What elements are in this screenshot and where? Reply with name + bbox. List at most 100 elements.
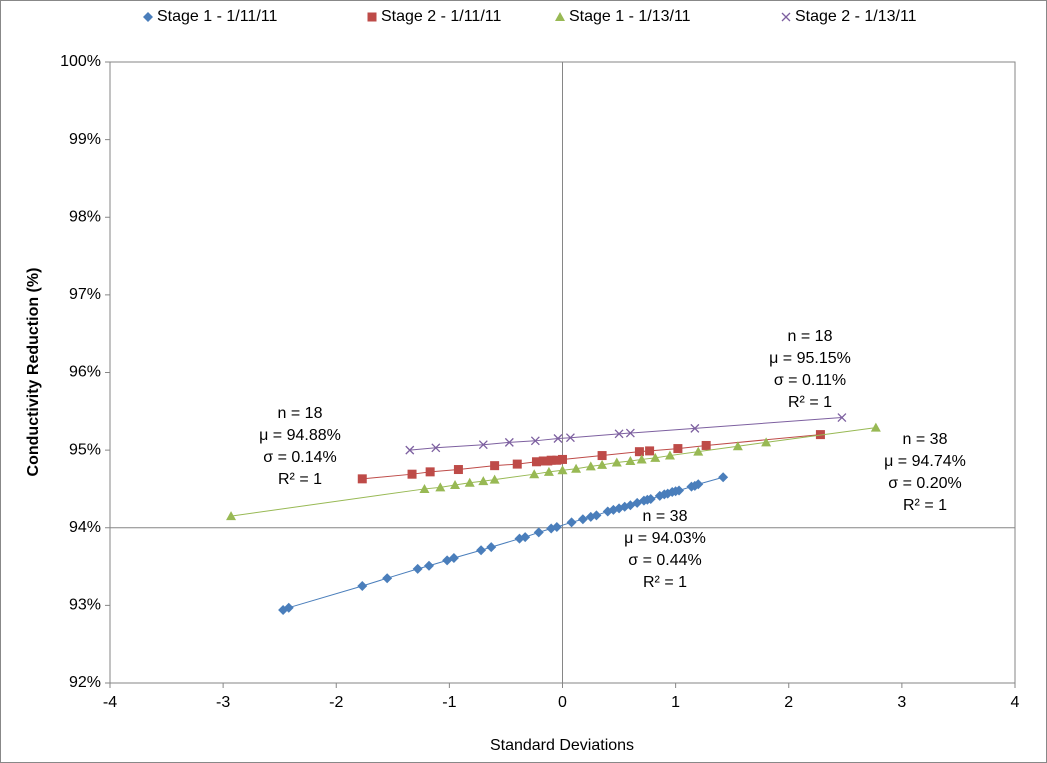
point: [419, 483, 430, 493]
x-tick-label: 1: [671, 694, 680, 711]
y-tick-label: 92%: [69, 674, 101, 691]
y-tick-label: 93%: [69, 597, 101, 614]
point: [566, 517, 577, 528]
y-tick-label: 97%: [69, 286, 101, 303]
legend-label: Stage 1 - 1/11/11: [157, 8, 277, 25]
y-tick-label: 95%: [69, 441, 101, 458]
point: [464, 477, 475, 487]
point: [453, 465, 463, 475]
point: [761, 437, 772, 447]
point: [357, 474, 367, 484]
point: [552, 455, 562, 465]
point: [701, 440, 711, 450]
point: [424, 560, 435, 571]
point: [530, 436, 540, 446]
x-tick-label: 0: [558, 694, 567, 711]
point: [577, 514, 588, 525]
point: [283, 602, 294, 613]
annotation: R² = 1: [278, 471, 322, 488]
annotation: n = 18: [788, 328, 833, 345]
point: [520, 532, 531, 543]
point: [611, 457, 622, 467]
annotation: σ = 0.20%: [888, 475, 961, 492]
point: [597, 459, 608, 469]
x-tick-label: 2: [784, 694, 793, 711]
point: [478, 440, 488, 450]
point: [490, 461, 500, 471]
y-tick-label: 96%: [69, 364, 101, 381]
y-axis-label: Conductivity Reduction (%): [25, 268, 42, 477]
point: [382, 573, 393, 584]
point: [407, 469, 417, 479]
legend-label: Stage 1 - 1/13/11: [569, 8, 691, 25]
point: [555, 12, 565, 21]
point: [636, 454, 647, 464]
point: [693, 446, 704, 456]
point: [546, 455, 556, 465]
x-tick-label: -2: [329, 694, 343, 711]
point: [693, 479, 704, 490]
point: [585, 461, 596, 471]
point: [781, 12, 791, 22]
point: [476, 545, 487, 556]
point: [625, 455, 636, 465]
point: [226, 511, 237, 521]
point: [543, 466, 554, 476]
x-tick-label: -1: [442, 694, 456, 711]
x-tick-label: -4: [103, 694, 117, 711]
point: [557, 465, 568, 475]
annotation: σ = 0.14%: [263, 449, 336, 466]
annotation: n = 38: [903, 431, 948, 448]
annotation: μ = 94.88%: [259, 427, 341, 444]
point: [538, 456, 548, 466]
x-tick-label: 4: [1011, 694, 1020, 711]
point: [478, 476, 489, 486]
point: [591, 510, 602, 521]
point: [405, 445, 415, 455]
point: [718, 472, 729, 483]
trend-line: [230, 427, 876, 517]
point: [645, 494, 656, 505]
point: [837, 413, 847, 422]
point: [597, 451, 607, 461]
point: [486, 542, 497, 553]
annotation: R² = 1: [788, 394, 832, 411]
point: [634, 447, 644, 457]
y-tick-label: 98%: [69, 208, 101, 225]
annotation: R² = 1: [643, 574, 687, 591]
point: [571, 463, 582, 473]
point: [553, 434, 563, 443]
annotation: n = 18: [278, 405, 323, 422]
legend-label: Stage 2 - 1/13/11: [795, 8, 917, 25]
point: [673, 444, 683, 454]
point: [645, 446, 655, 456]
annotation: μ = 95.15%: [769, 350, 851, 367]
point: [431, 443, 441, 453]
annotation: σ = 0.44%: [628, 552, 701, 569]
point: [614, 429, 624, 439]
point: [357, 580, 368, 591]
point: [551, 521, 562, 532]
legend-label: Stage 2 - 1/11/11: [381, 8, 501, 25]
point: [732, 441, 743, 451]
point: [489, 474, 500, 484]
point: [674, 485, 685, 496]
point: [425, 467, 435, 477]
point: [531, 457, 541, 467]
point: [412, 563, 423, 574]
point: [512, 459, 522, 469]
point: [435, 482, 446, 492]
y-tick-label: 94%: [69, 519, 101, 536]
point: [664, 450, 675, 460]
annotation: μ = 94.03%: [624, 530, 706, 547]
point: [690, 423, 700, 433]
point: [448, 553, 459, 564]
point: [870, 422, 881, 432]
y-tick-label: 100%: [60, 53, 101, 70]
annotation: R² = 1: [903, 497, 947, 514]
x-tick-label: -3: [216, 694, 230, 711]
point: [450, 480, 461, 490]
point: [529, 469, 540, 479]
annotation: n = 38: [643, 508, 688, 525]
